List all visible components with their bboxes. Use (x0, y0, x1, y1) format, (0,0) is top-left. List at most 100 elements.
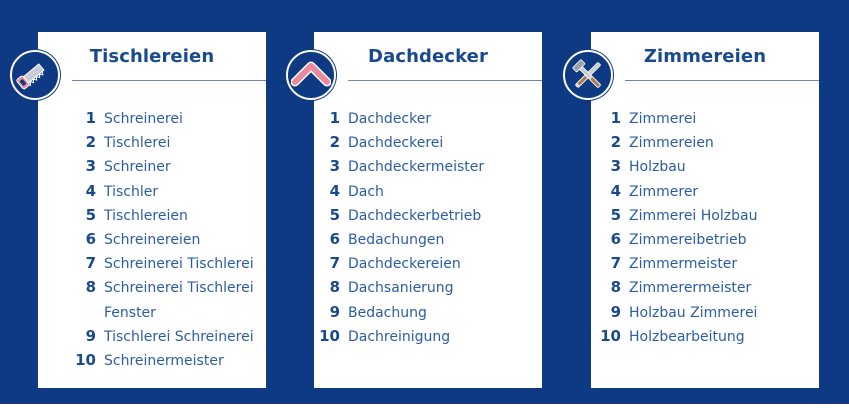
rank-number: 8 (329, 278, 340, 297)
rank-number: 10 (75, 350, 96, 369)
list-item: 4 Tischler (72, 179, 284, 203)
keyword-text: Tischlereien (104, 207, 188, 224)
list-item: 7 Dachdeckereien (316, 251, 484, 275)
rank-number: 7 (85, 254, 96, 273)
roof-icon (286, 50, 336, 100)
card-title: Dachdecker (368, 46, 488, 67)
rank-number: 4 (329, 181, 340, 200)
rank-number: 8 (610, 278, 621, 297)
list-item: 3 Holzbau (597, 154, 757, 178)
list-item: 3 Schreiner (72, 154, 284, 178)
rank-number: 3 (85, 157, 96, 176)
keyword-text: Schreinerei Tischlerei (104, 256, 254, 273)
rank-number: 9 (329, 302, 340, 321)
rank-number: 6 (85, 229, 96, 248)
keyword-list: 1 Zimmerei 2 Zimmereien 3 Holzbau 4 Zimmerer… (597, 106, 757, 348)
list-item: 6 Schreinereien (72, 227, 284, 251)
rank-number: 7 (610, 254, 621, 273)
keyword-text: Dachdeckereien (348, 256, 461, 273)
keyword-text: Holzbau (629, 159, 686, 176)
keyword-text: Schreinerei (104, 111, 183, 127)
list-item: 4 Zimmerer (597, 179, 757, 203)
rank-number: 3 (329, 157, 340, 176)
keyword-text: Dachdeckerbetrieb (348, 207, 482, 224)
list-item: 4 Dach (316, 179, 484, 203)
tools-icon (563, 50, 613, 100)
rank-number: 7 (329, 254, 340, 273)
list-item: 6 Bedachungen (316, 227, 484, 251)
list-item: 10 Schreinermeister (72, 348, 284, 372)
title-divider (72, 80, 266, 81)
rank-number: 10 (600, 326, 621, 345)
keyword-text: Zimmermeister (629, 256, 738, 273)
keyword-text-continuation: Fenster (104, 304, 156, 321)
list-item: 7 Schreinerei Tischlerei (72, 251, 284, 275)
saw-icon (10, 50, 60, 100)
keyword-text: Dachreinigung (348, 328, 451, 345)
list-item: 5 Tischlereien (72, 203, 284, 227)
list-item: 1 Zimmerei (597, 106, 757, 130)
list-item: 3 Dachdeckermeister (316, 154, 485, 178)
list-item: 6 Zimmereibetrieb (597, 227, 757, 251)
list-item: 2 Tischlerei (72, 130, 284, 154)
rank-number: 1 (329, 109, 340, 127)
keyword-text: Bedachungen (348, 231, 445, 248)
keyword-list: 1 Dachdecker 2 Dachdeckerei 3 Dachdeckermei… (316, 106, 484, 348)
list-item: 10 Dachreinigung (316, 324, 484, 348)
rank-number: 5 (329, 205, 340, 224)
keyword-text: Dachdeckerei (348, 135, 444, 152)
card-dachdecker: Dachdecker 1 Dachdecker 2 Dachdeckerei 3 Da… (314, 32, 542, 388)
rank-number: 3 (610, 157, 621, 176)
list-item: 8 Dachsanierung (316, 275, 484, 299)
list-item: 9 Holzbau Zimmerei (597, 300, 758, 324)
list-item: 2 Dachdeckerei (316, 130, 484, 154)
rank-number: 9 (85, 326, 96, 345)
keyword-text: Dach (348, 183, 384, 200)
list-item: 7 Zimmermeister (597, 251, 757, 275)
keyword-text: Zimmereibetrieb (629, 231, 747, 248)
list-item: 8 Schreinerei Tischlerei Fenster (72, 275, 284, 323)
title-divider (625, 80, 819, 81)
rank-number: 6 (610, 229, 621, 248)
list-item: 1 Dachdecker (316, 106, 484, 130)
list-item: 1 Schreinerei (72, 106, 284, 130)
rank-number: 10 (319, 326, 340, 345)
keyword-text: Schreinereien (104, 231, 201, 248)
keyword-text: Dachsanierung (348, 280, 454, 297)
rank-number: 1 (610, 109, 621, 127)
keyword-text: Zimmerer (629, 183, 699, 200)
keyword-text: Zimmerei (629, 111, 697, 127)
rank-number: 1 (85, 109, 96, 127)
keyword-text: Dachdecker (348, 111, 432, 127)
keyword-text: Dachdeckermeister (348, 159, 485, 176)
rank-number: 2 (85, 133, 96, 152)
card-zimmereien: Zimmereien 1 Zimmerei 2 Zimmereien 3 Holzba… (591, 32, 819, 388)
title-divider (348, 80, 542, 81)
keyword-text: Schreinerei Tischlerei (104, 280, 254, 297)
keyword-text: Zimmerermeister (629, 280, 752, 297)
list-item: 9 Bedachung (316, 300, 484, 324)
rank-number: 8 (85, 278, 96, 297)
rank-number: 5 (610, 205, 621, 224)
rank-number: 9 (610, 302, 621, 321)
keyword-text: Zimmereien (629, 135, 714, 152)
rank-number: 4 (610, 181, 621, 200)
keyword-text: Bedachung (348, 304, 427, 321)
rank-number: 5 (85, 205, 96, 224)
rank-number: 6 (329, 229, 340, 248)
keyword-text: Holzbau Zimmerei (629, 304, 758, 321)
rank-number: 2 (610, 133, 621, 152)
keyword-text: Zimmerei Holzbau (629, 207, 758, 224)
card-title: Tischlereien (89, 46, 215, 67)
keyword-text: Schreinermeister (104, 352, 224, 369)
card-title: Zimmereien (643, 46, 767, 67)
list-item: 5 Dachdeckerbetrieb (316, 203, 484, 227)
rank-number: 2 (329, 133, 340, 152)
list-item: 9 Tischlerei Schreinerei (72, 324, 284, 348)
list-item: 8 Zimmerermeister (597, 275, 757, 299)
keyword-text: Schreiner (104, 159, 171, 176)
list-item: 10 Holzbearbeitung (597, 324, 757, 348)
keyword-text: Tischler (104, 183, 159, 200)
